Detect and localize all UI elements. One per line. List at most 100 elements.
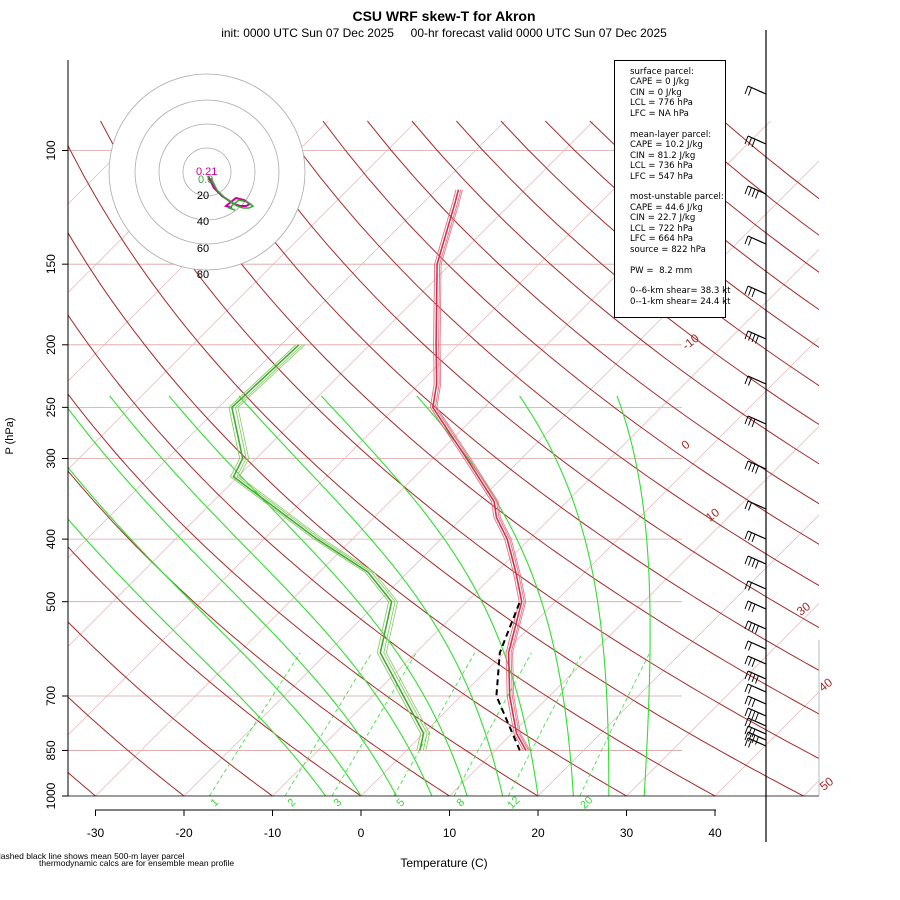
isotherm-line — [68, 120, 240, 293]
dry-adiabat — [100, 120, 819, 760]
y-tick-label: 100 — [44, 140, 58, 160]
y-tick-label: 150 — [44, 254, 58, 274]
moist-adiabat — [168, 395, 468, 796]
precipitable-water: PW = 8.2 mm — [630, 265, 693, 276]
moist-adiabat — [616, 395, 651, 796]
mixing-ratio-label: 5 — [394, 796, 407, 809]
moist-adiabat — [238, 395, 504, 796]
mixing-ratio-label: 3 — [331, 796, 344, 809]
isotherm-line — [183, 160, 819, 796]
isotherm-line — [68, 120, 683, 736]
hodograph-point-label: 0.21 — [196, 166, 217, 178]
wind-barb — [744, 737, 767, 748]
dry-adiabat — [278, 120, 819, 587]
wind-barb — [744, 580, 767, 591]
hodograph-ring-label: 20 — [197, 190, 209, 202]
mixing-ratio-label: 20 — [578, 794, 595, 811]
surface-lfc: LFC = NA hPa — [630, 108, 689, 119]
mu-source: source = 822 hPa — [630, 244, 706, 255]
wind-barb — [744, 670, 767, 684]
surface-cin: CIN = 0 J/kg — [630, 87, 682, 98]
hodograph-ring — [182, 147, 232, 197]
isotherm-line — [714, 691, 819, 796]
moist-adiabat — [68, 518, 327, 796]
wind-barb — [744, 555, 767, 569]
isotherm-label: 0 — [679, 437, 693, 452]
isobar-grid — [68, 150, 682, 796]
x-tick-label: 0 — [358, 826, 365, 840]
dry-adiabat — [367, 120, 819, 505]
mu-parcel-heading: most-unstable parcel: — [630, 192, 724, 203]
chart-subtitle: init: 0000 UTC Sun 07 Dec 2025 00-hr for… — [221, 26, 667, 40]
y-tick-label: 250 — [44, 397, 58, 417]
y-axis-label: P (hPa) — [4, 417, 16, 454]
wind-barb — [744, 600, 767, 613]
mixing-ratio-line — [284, 652, 373, 796]
x-tick-label: 30 — [620, 826, 634, 840]
dewpoint-line — [237, 344, 431, 751]
ml-lfc: LFC = 547 hPa — [630, 171, 694, 182]
ml-parcel-heading: mean-layer parcel: — [630, 129, 712, 140]
hodograph-trace-alt — [210, 177, 255, 211]
moist-adiabat — [416, 395, 574, 796]
parcel-info-box: surface parcel: CAPE = 0 J/kg CIN = 0 J/… — [614, 60, 731, 318]
isotherm-line — [68, 120, 417, 470]
mixing-ratio-grid — [209, 652, 651, 796]
wind-barb — [744, 135, 767, 148]
hodograph-ring-label: 80 — [197, 269, 209, 281]
dry-adiabat-grid — [68, 120, 819, 796]
hodograph-ring-label: 40 — [197, 216, 209, 228]
y-tick-label: 850 — [44, 740, 58, 760]
dry-adiabat — [68, 621, 274, 796]
wind-barb — [744, 235, 767, 246]
mu-lcl: LCL = 722 hPa — [630, 223, 693, 234]
hodograph-ring-label: 60 — [197, 243, 209, 255]
isotherm-line — [449, 426, 819, 796]
isotherm-line — [537, 514, 819, 796]
moist-adiabat — [109, 395, 433, 796]
moist-adiabat — [68, 407, 397, 796]
x-tick-label: -10 — [264, 826, 282, 840]
isotherm-line — [803, 780, 819, 796]
wind-barb — [744, 500, 767, 511]
x-tick-label: 10 — [443, 826, 457, 840]
hodograph: 20 40 60 80 0.210.0 — [108, 73, 306, 281]
hodograph-point-label: 0.0 — [198, 174, 213, 186]
isotherm-line — [68, 120, 594, 647]
temperature-line — [431, 189, 527, 751]
moist-adiabat — [519, 395, 610, 796]
wind-barb — [744, 530, 767, 543]
chart-title: CSU WRF skew-T for Akron — [352, 8, 535, 24]
dry-adiabat — [68, 696, 185, 796]
mixing-ratio-line — [331, 652, 417, 796]
ml-cin: CIN = 81.2 J/kg — [630, 150, 696, 161]
wind-barb — [744, 695, 767, 708]
dry-adiabat — [411, 120, 819, 465]
dry-adiabat — [68, 470, 451, 796]
temperature-line — [436, 189, 531, 751]
mixing-ratio-line — [209, 652, 301, 796]
isotherm-line — [68, 120, 506, 559]
dry-adiabat — [68, 314, 628, 796]
dry-adiabat — [68, 144, 805, 796]
x-tick-label: 20 — [531, 826, 545, 840]
wind-barb — [744, 683, 767, 694]
moist-adiabat-grid — [68, 395, 651, 796]
temperature-line — [434, 189, 529, 751]
mixing-ratio-line — [507, 652, 583, 796]
surface-cape: CAPE = 0 J/kg — [630, 77, 690, 88]
shear-0-1km: 0--1-km shear= 24.4 kt — [630, 296, 731, 307]
wind-barb — [744, 731, 767, 745]
x-tick-label: -30 — [87, 826, 105, 840]
wind-barb — [744, 375, 767, 386]
mixing-ratio-label: 1 — [208, 796, 221, 809]
mixing-ratio-label: 2 — [285, 796, 298, 809]
wind-barb — [744, 460, 767, 474]
footnote-parcel: dashed black line shows mean 500-m layer… — [0, 851, 185, 861]
wind-barb — [744, 707, 767, 721]
parcel-line — [495, 601, 521, 751]
isotherm-line — [360, 337, 819, 796]
